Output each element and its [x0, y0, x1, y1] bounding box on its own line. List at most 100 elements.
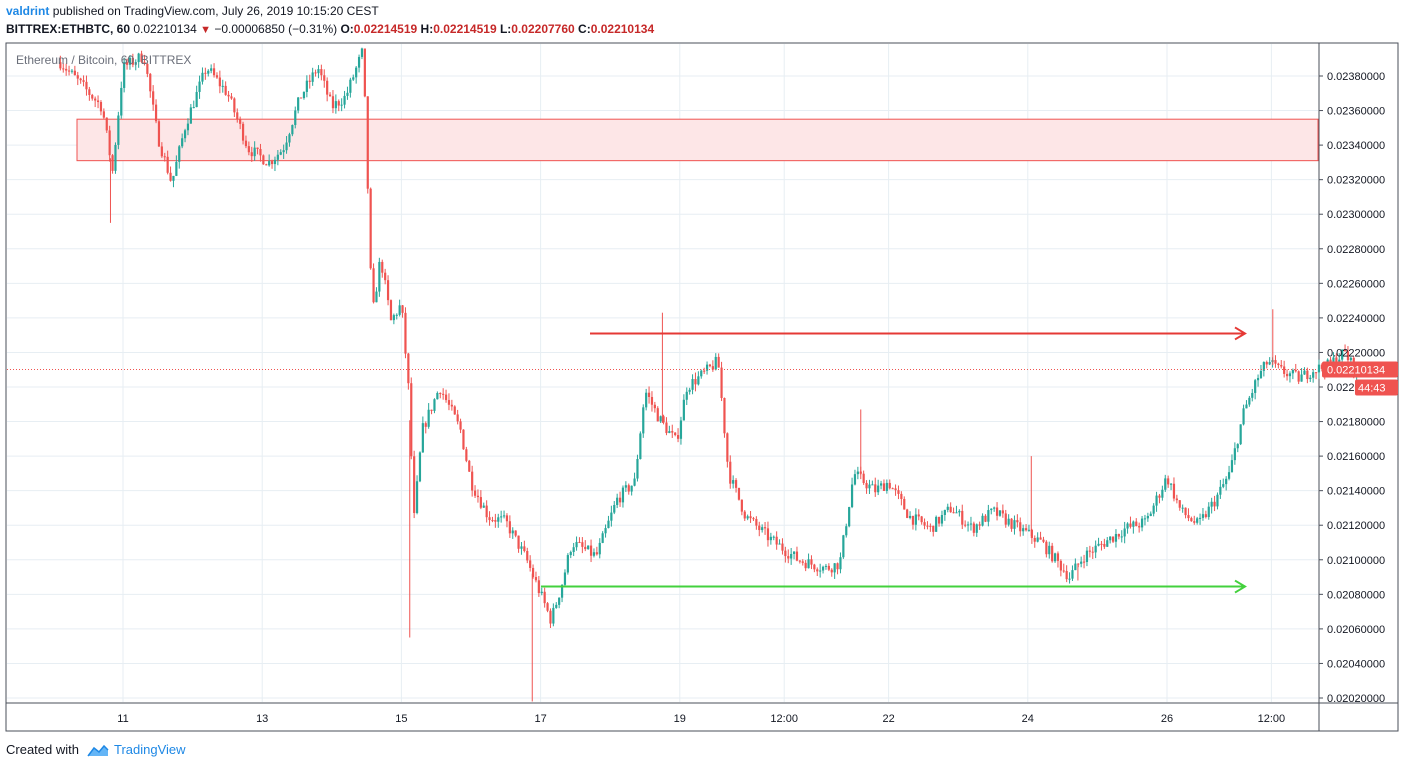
candle-body	[1077, 563, 1080, 565]
candle-body	[1256, 377, 1260, 381]
candle-body	[610, 512, 613, 521]
candle-body	[128, 57, 132, 65]
candle-body	[1126, 523, 1129, 529]
candle-body	[1175, 498, 1178, 501]
candle-body	[1010, 518, 1013, 529]
candle-body	[830, 569, 833, 573]
candle-body	[415, 481, 419, 513]
price-tick-label: 0.02320000	[1327, 175, 1385, 187]
candle-body	[181, 138, 184, 147]
candle-body	[694, 379, 697, 385]
candle-body	[473, 490, 477, 496]
candle-body	[1178, 500, 1181, 508]
candle-body	[346, 92, 349, 96]
candle-body	[1309, 377, 1312, 380]
candle-body	[430, 409, 433, 411]
candle-body	[270, 161, 274, 165]
candle-body	[59, 62, 62, 69]
candle-body	[192, 107, 195, 109]
candle-body	[659, 416, 662, 422]
candle-body	[1007, 518, 1010, 525]
candle-body	[964, 524, 967, 526]
candle-body	[1036, 537, 1039, 542]
candle-body	[1094, 545, 1097, 553]
candle-body	[845, 526, 848, 536]
time-axis[interactable]: 11 13 15 17 19 12:00 22 24 26 12:00	[117, 713, 1285, 725]
candle-body	[456, 414, 459, 422]
price-tick-label: 0.02120000	[1327, 520, 1385, 532]
symbol-label: BITTREX:ETHBTC, 60	[6, 22, 131, 36]
candle-body	[639, 433, 642, 460]
candle-body	[572, 547, 575, 553]
candle-body	[743, 511, 746, 519]
candle-body	[897, 490, 900, 494]
candle-body	[62, 68, 65, 70]
candle-body	[1274, 360, 1277, 364]
candle-body	[1346, 351, 1350, 361]
candle-body	[427, 409, 430, 427]
candle-body	[923, 522, 926, 526]
candle-body	[691, 379, 694, 390]
candle-body	[1300, 374, 1303, 382]
candle-body	[1068, 578, 1071, 580]
candle-body	[1329, 359, 1332, 363]
candle-body	[1088, 550, 1091, 552]
candle-body	[1100, 543, 1103, 545]
candle-body	[343, 95, 346, 105]
price-tick-label: 0.02260000	[1327, 278, 1385, 290]
candle-body	[1149, 513, 1152, 516]
author-name[interactable]: valdrint	[6, 4, 50, 18]
candle-body	[555, 604, 558, 608]
candle-body	[152, 91, 155, 105]
candle-body	[1277, 363, 1280, 366]
last-price-tag-label: 0.02210134	[1327, 364, 1385, 376]
candle-body	[1013, 520, 1016, 529]
candle-body	[807, 559, 810, 569]
countdown-tag	[1355, 379, 1398, 396]
candle-body	[819, 570, 822, 572]
candle-body	[331, 96, 335, 109]
candle-body	[665, 422, 668, 434]
candle-body	[1045, 541, 1048, 555]
candle-body	[436, 392, 439, 400]
candle-body	[801, 561, 804, 563]
candle-body	[169, 172, 172, 181]
candle-body	[462, 429, 465, 450]
candle-body	[784, 550, 787, 557]
price-axis[interactable]: 0.02380000 0.02360000 0.02340000 0.02320000…	[1319, 71, 1385, 705]
candle-body	[761, 527, 764, 531]
candle-body	[276, 154, 279, 160]
candle-body	[882, 483, 886, 491]
candle-body	[1074, 563, 1077, 571]
candle-body	[497, 517, 500, 522]
candle-body	[1187, 515, 1190, 519]
candle-body	[517, 535, 520, 549]
candle-body	[1254, 380, 1257, 393]
candle-body	[395, 314, 398, 316]
candle-body	[850, 484, 854, 508]
time-tick-label: 11	[117, 713, 128, 725]
candle-body	[914, 514, 917, 525]
candle-body	[212, 68, 216, 76]
candle-body	[386, 280, 390, 301]
time-tick-label: 15	[395, 713, 407, 725]
candle-body	[491, 520, 494, 522]
candle-body	[221, 85, 224, 87]
candle-body	[1294, 370, 1297, 372]
candle-body	[1111, 536, 1115, 542]
candle-body	[186, 123, 190, 131]
candle-body	[465, 449, 468, 461]
candle-body	[798, 560, 801, 562]
candle-body	[123, 62, 126, 88]
high-value: 0.02214519	[433, 22, 497, 36]
price-tick-label: 0.02300000	[1327, 209, 1385, 221]
tradingview-link[interactable]: TradingView	[114, 742, 186, 757]
candle-body	[381, 261, 384, 273]
candle-body	[993, 507, 996, 509]
candle-body	[1248, 397, 1251, 405]
price-tick-label: 0.02100000	[1327, 555, 1385, 567]
candle-body	[705, 364, 709, 371]
close-value: 0.02210134	[590, 22, 655, 36]
candle-body	[581, 542, 584, 547]
